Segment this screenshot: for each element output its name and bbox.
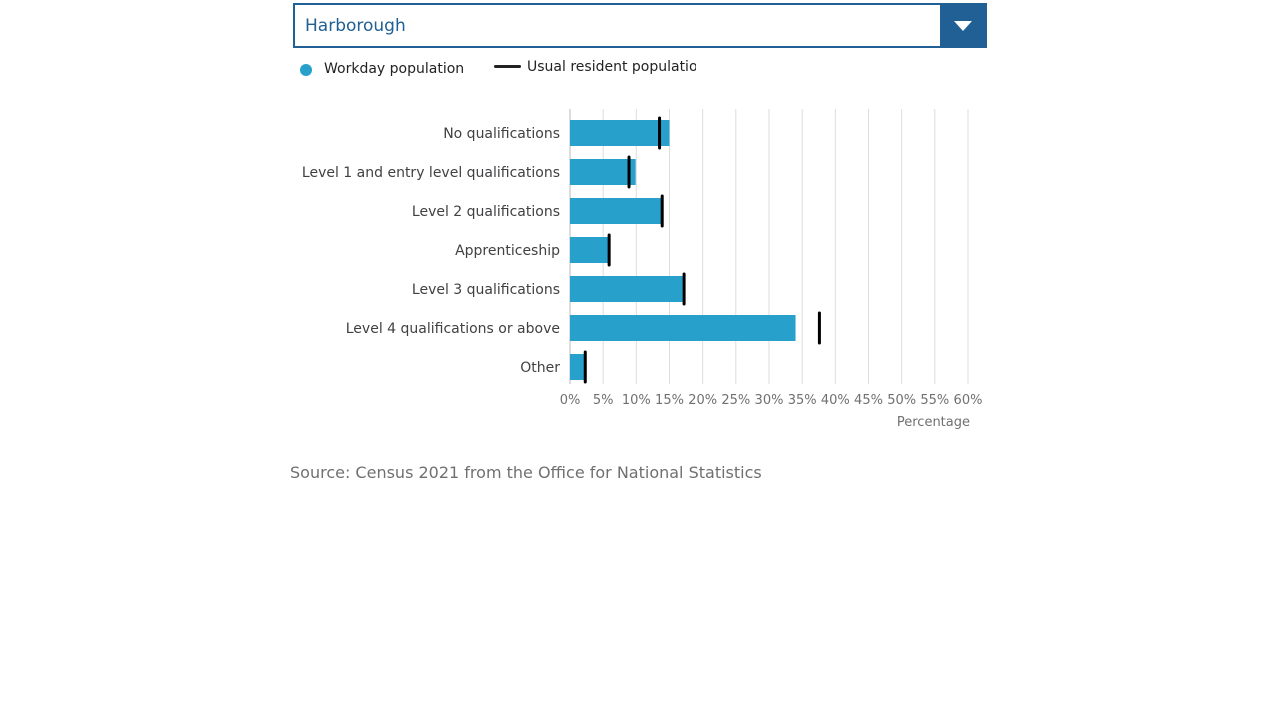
line-icon [494, 65, 521, 68]
x-axis-title: Percentage [897, 415, 970, 430]
category-label: Level 1 and entry level qualifications [302, 165, 560, 181]
chart-category-labels: No qualifications Level 1 and entry level… [302, 126, 560, 376]
area-select-button[interactable] [940, 3, 987, 48]
category-label: No qualifications [443, 126, 560, 142]
qualifications-chart: No qualifications Level 1 and entry level… [302, 109, 983, 430]
chart-x-ticks: 0% 5% 10% 15% 20% 25% 30% 35% 40% 45% 50% 55% 60% [560, 393, 983, 408]
category-label: Apprenticeship [455, 243, 560, 259]
x-tick-label: 20% [688, 393, 717, 408]
bar-workday [570, 237, 609, 263]
bar-workday [570, 315, 796, 341]
x-tick-label: 60% [954, 393, 983, 408]
legend-item-resident: Usual resident population [494, 58, 696, 82]
area-select[interactable]: Harborough [293, 3, 987, 48]
chart-legend: Workday population Usual resident popula… [300, 58, 700, 82]
chart-markers [583, 116, 821, 384]
chart-bars [570, 120, 796, 380]
x-tick-label: 35% [788, 393, 817, 408]
bar-workday [570, 354, 587, 380]
category-label: Level 3 qualifications [412, 282, 560, 298]
bar-workday [570, 159, 636, 185]
x-tick-label: 5% [593, 393, 614, 408]
x-tick-label: 0% [560, 393, 581, 408]
x-tick-label: 25% [721, 393, 750, 408]
source-note: Source: Census 2021 from the Office for … [290, 463, 762, 482]
bar-workday [570, 120, 670, 146]
x-tick-label: 45% [854, 393, 883, 408]
legend-label-resident: Usual resident population [527, 59, 696, 75]
dot-icon [300, 64, 312, 76]
bar-workday [570, 198, 663, 224]
chart-gridlines [569, 109, 969, 384]
bar-workday [570, 276, 683, 302]
category-label: Level 2 qualifications [412, 204, 560, 220]
chevron-down-icon [954, 21, 972, 31]
x-tick-label: 15% [655, 393, 684, 408]
category-label: Level 4 qualifications or above [346, 321, 560, 337]
x-tick-label: 30% [755, 393, 784, 408]
category-label: Other [520, 360, 560, 376]
area-select-value: Harborough [305, 16, 406, 36]
legend-label-workday: Workday population [324, 61, 465, 77]
x-tick-label: 50% [887, 393, 916, 408]
x-tick-label: 10% [622, 393, 651, 408]
x-tick-label: 55% [920, 393, 949, 408]
x-tick-label: 40% [821, 393, 850, 408]
